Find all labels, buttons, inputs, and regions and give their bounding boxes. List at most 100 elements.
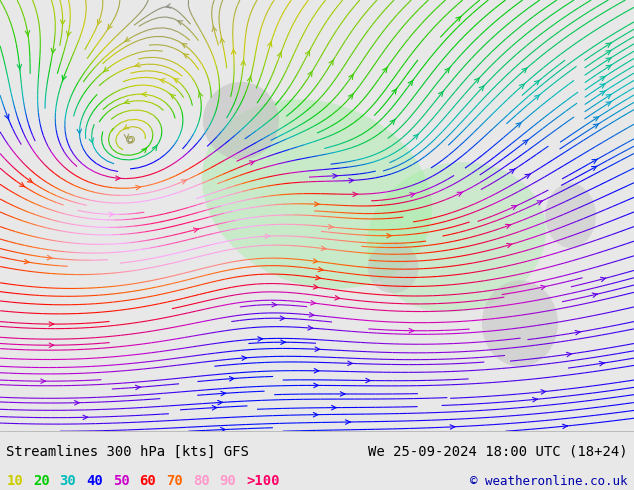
FancyArrowPatch shape: [89, 138, 93, 144]
FancyArrowPatch shape: [329, 59, 333, 65]
FancyArrowPatch shape: [606, 58, 611, 62]
FancyArrowPatch shape: [258, 337, 262, 341]
FancyArrowPatch shape: [349, 178, 354, 183]
FancyArrowPatch shape: [439, 91, 443, 97]
FancyArrowPatch shape: [212, 406, 217, 410]
FancyArrowPatch shape: [49, 343, 54, 347]
FancyArrowPatch shape: [445, 68, 450, 73]
FancyArrowPatch shape: [183, 53, 189, 58]
FancyArrowPatch shape: [387, 234, 391, 238]
FancyArrowPatch shape: [27, 178, 33, 183]
Ellipse shape: [202, 99, 432, 289]
FancyArrowPatch shape: [600, 91, 605, 96]
FancyArrowPatch shape: [525, 174, 530, 178]
FancyArrowPatch shape: [606, 50, 611, 55]
Text: 90: 90: [219, 474, 236, 488]
FancyArrowPatch shape: [20, 182, 25, 187]
FancyArrowPatch shape: [247, 76, 252, 82]
Text: © weatheronline.co.uk: © weatheronline.co.uk: [470, 475, 628, 488]
FancyArrowPatch shape: [136, 385, 140, 390]
FancyArrowPatch shape: [507, 244, 512, 247]
FancyArrowPatch shape: [265, 234, 269, 239]
FancyArrowPatch shape: [392, 88, 397, 94]
FancyArrowPatch shape: [242, 356, 247, 360]
FancyArrowPatch shape: [193, 228, 198, 232]
FancyArrowPatch shape: [124, 99, 130, 103]
FancyArrowPatch shape: [519, 84, 525, 89]
FancyArrowPatch shape: [409, 328, 414, 333]
FancyArrowPatch shape: [217, 400, 223, 405]
FancyArrowPatch shape: [221, 427, 226, 432]
Ellipse shape: [482, 280, 558, 367]
FancyArrowPatch shape: [534, 80, 540, 85]
FancyArrowPatch shape: [541, 390, 546, 394]
FancyArrowPatch shape: [124, 125, 129, 129]
FancyArrowPatch shape: [174, 78, 179, 83]
Text: 10: 10: [6, 474, 23, 488]
FancyArrowPatch shape: [335, 295, 340, 300]
FancyArrowPatch shape: [366, 378, 370, 383]
FancyArrowPatch shape: [75, 400, 79, 405]
FancyArrowPatch shape: [450, 425, 455, 429]
FancyArrowPatch shape: [109, 212, 114, 217]
FancyArrowPatch shape: [566, 352, 571, 357]
FancyArrowPatch shape: [198, 92, 203, 98]
FancyArrowPatch shape: [347, 361, 353, 366]
FancyArrowPatch shape: [25, 30, 30, 36]
FancyArrowPatch shape: [313, 413, 318, 417]
FancyArrowPatch shape: [115, 176, 120, 180]
FancyArrowPatch shape: [316, 275, 320, 280]
Text: 20: 20: [33, 474, 49, 488]
FancyArrowPatch shape: [313, 285, 318, 289]
FancyArrowPatch shape: [606, 65, 611, 70]
FancyArrowPatch shape: [67, 31, 71, 37]
FancyArrowPatch shape: [281, 340, 285, 344]
FancyArrowPatch shape: [541, 285, 546, 290]
FancyArrowPatch shape: [534, 95, 540, 99]
FancyArrowPatch shape: [314, 202, 319, 206]
FancyArrowPatch shape: [62, 75, 67, 81]
FancyArrowPatch shape: [593, 117, 599, 121]
Text: 40: 40: [86, 474, 103, 488]
FancyArrowPatch shape: [479, 85, 484, 91]
FancyArrowPatch shape: [272, 302, 276, 307]
FancyArrowPatch shape: [249, 161, 255, 165]
Ellipse shape: [545, 183, 596, 248]
FancyArrowPatch shape: [166, 4, 171, 8]
FancyArrowPatch shape: [332, 405, 336, 410]
FancyArrowPatch shape: [575, 330, 580, 335]
FancyArrowPatch shape: [382, 67, 387, 73]
FancyArrowPatch shape: [600, 277, 605, 282]
FancyArrowPatch shape: [537, 201, 542, 205]
FancyArrowPatch shape: [83, 415, 87, 419]
FancyArrowPatch shape: [318, 267, 323, 271]
FancyArrowPatch shape: [592, 166, 597, 171]
FancyArrowPatch shape: [315, 347, 320, 351]
FancyArrowPatch shape: [51, 49, 56, 54]
FancyArrowPatch shape: [456, 16, 461, 22]
FancyArrowPatch shape: [308, 326, 313, 330]
FancyArrowPatch shape: [510, 169, 515, 173]
Ellipse shape: [203, 82, 279, 160]
FancyArrowPatch shape: [306, 50, 310, 56]
FancyArrowPatch shape: [24, 259, 29, 264]
FancyArrowPatch shape: [593, 124, 598, 128]
FancyArrowPatch shape: [592, 293, 597, 297]
FancyArrowPatch shape: [280, 316, 285, 320]
FancyArrowPatch shape: [313, 259, 318, 263]
FancyArrowPatch shape: [49, 322, 54, 326]
Text: 80: 80: [193, 474, 209, 488]
FancyArrowPatch shape: [512, 206, 517, 210]
FancyArrowPatch shape: [308, 71, 313, 76]
FancyArrowPatch shape: [221, 392, 226, 396]
FancyArrowPatch shape: [516, 122, 521, 127]
Ellipse shape: [368, 242, 418, 293]
FancyArrowPatch shape: [413, 134, 418, 139]
FancyArrowPatch shape: [606, 101, 611, 106]
FancyArrowPatch shape: [142, 92, 146, 97]
Text: 50: 50: [113, 474, 129, 488]
FancyArrowPatch shape: [170, 94, 176, 99]
FancyArrowPatch shape: [212, 25, 216, 31]
FancyArrowPatch shape: [314, 383, 318, 388]
FancyArrowPatch shape: [522, 68, 527, 73]
